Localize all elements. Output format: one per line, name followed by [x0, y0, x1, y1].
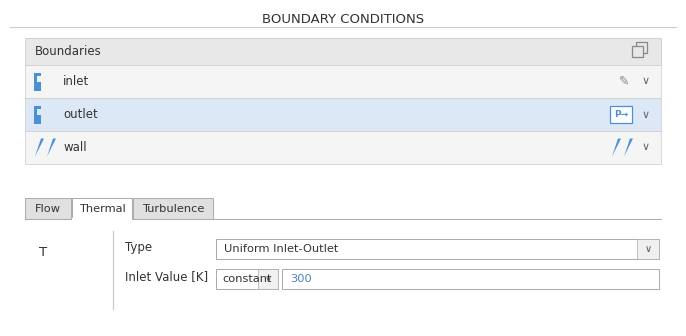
FancyBboxPatch shape [133, 198, 213, 219]
Text: Uniform Inlet-Outlet: Uniform Inlet-Outlet [224, 244, 338, 254]
FancyBboxPatch shape [216, 239, 659, 259]
FancyBboxPatch shape [637, 239, 659, 259]
Polygon shape [35, 138, 44, 157]
Text: ✎: ✎ [619, 75, 629, 88]
Text: Flow: Flow [35, 204, 61, 213]
Text: BOUNDARY CONDITIONS: BOUNDARY CONDITIONS [262, 13, 424, 26]
FancyBboxPatch shape [636, 42, 647, 53]
Text: Type: Type [125, 241, 152, 253]
Text: ∨: ∨ [644, 244, 652, 254]
FancyBboxPatch shape [25, 98, 661, 131]
FancyBboxPatch shape [37, 76, 43, 82]
FancyBboxPatch shape [25, 65, 661, 98]
FancyBboxPatch shape [34, 106, 41, 124]
Text: outlet: outlet [63, 108, 97, 121]
Polygon shape [624, 138, 633, 157]
Text: ∨: ∨ [642, 110, 650, 120]
FancyBboxPatch shape [610, 106, 632, 123]
Text: Turbulence: Turbulence [142, 204, 204, 213]
FancyBboxPatch shape [72, 198, 132, 219]
FancyBboxPatch shape [282, 269, 659, 289]
Text: P→: P→ [614, 110, 628, 119]
FancyBboxPatch shape [216, 269, 278, 289]
Text: 300: 300 [290, 274, 311, 284]
Text: T: T [39, 247, 47, 259]
Text: ∨: ∨ [642, 142, 650, 153]
Text: constant: constant [222, 274, 272, 284]
Text: Thermal: Thermal [79, 204, 126, 213]
Text: ∨: ∨ [642, 77, 650, 86]
FancyBboxPatch shape [37, 109, 43, 115]
Text: Inlet Value [K]: Inlet Value [K] [125, 270, 208, 284]
Text: wall: wall [63, 141, 86, 154]
FancyBboxPatch shape [25, 131, 661, 164]
FancyBboxPatch shape [632, 46, 643, 57]
FancyBboxPatch shape [25, 38, 661, 65]
FancyBboxPatch shape [258, 269, 278, 289]
FancyBboxPatch shape [25, 198, 71, 219]
FancyBboxPatch shape [34, 73, 41, 90]
Text: inlet: inlet [63, 75, 89, 88]
Text: Boundaries: Boundaries [35, 45, 102, 58]
Text: ∨: ∨ [264, 274, 272, 284]
Polygon shape [612, 138, 621, 157]
Polygon shape [47, 138, 56, 157]
